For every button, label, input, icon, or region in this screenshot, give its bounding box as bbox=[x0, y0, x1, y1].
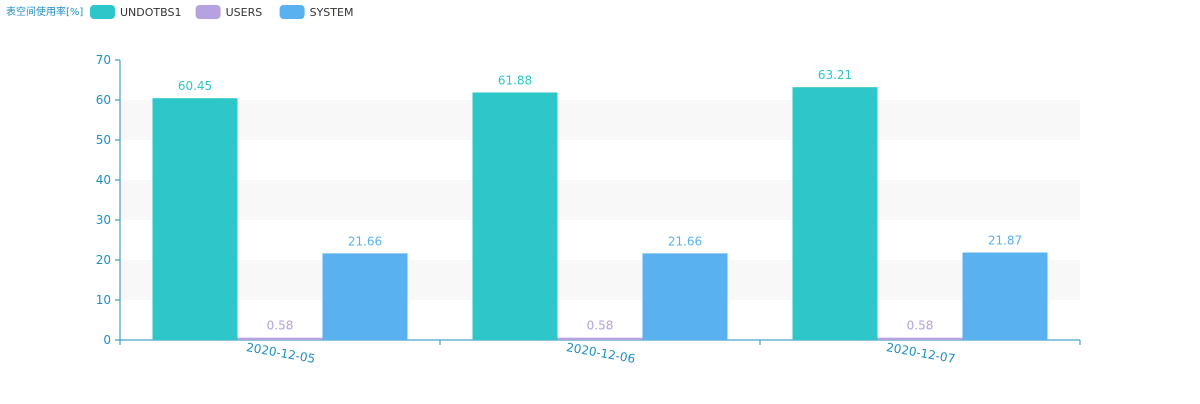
y-tick-label: 0 bbox=[103, 333, 111, 347]
y-tick-label: 60 bbox=[96, 93, 111, 107]
legend-swatch-undotbs1 bbox=[90, 5, 115, 19]
y-tick-label: 20 bbox=[96, 253, 111, 267]
legend-label: USERS bbox=[226, 6, 263, 19]
bar-undotbs1 bbox=[792, 87, 878, 340]
data-label: 21.66 bbox=[668, 234, 702, 248]
bar-undotbs1 bbox=[152, 98, 238, 340]
bar-system bbox=[962, 252, 1048, 340]
bar-users bbox=[557, 337, 643, 340]
bar-system bbox=[642, 253, 728, 340]
bar-undotbs1 bbox=[472, 92, 558, 340]
data-label: 63.21 bbox=[818, 68, 852, 82]
y-tick-label: 40 bbox=[96, 173, 111, 187]
y-tick-label: 50 bbox=[96, 133, 111, 147]
bar-system bbox=[322, 253, 408, 340]
grid-band bbox=[120, 180, 1080, 220]
bar-users bbox=[237, 337, 323, 340]
data-label: 61.88 bbox=[498, 73, 532, 87]
legend-swatch-system bbox=[279, 5, 305, 19]
y-tick-label: 30 bbox=[96, 213, 111, 227]
grid-band bbox=[120, 100, 1080, 140]
data-label: 21.66 bbox=[348, 234, 382, 248]
y-tick-label: 10 bbox=[96, 293, 111, 307]
legend-label: SYSTEM bbox=[310, 6, 354, 19]
grid-band bbox=[120, 260, 1080, 300]
data-label: 0.58 bbox=[267, 319, 294, 333]
x-tick-label: 2020-12-06 bbox=[565, 340, 636, 366]
chart-title: 表空间使用率[%] bbox=[6, 5, 83, 18]
data-label: 60.45 bbox=[178, 79, 212, 93]
bar-users bbox=[877, 337, 963, 340]
x-tick-label: 2020-12-07 bbox=[885, 340, 956, 366]
data-label: 21.87 bbox=[988, 234, 1022, 248]
x-tick-label: 2020-12-05 bbox=[245, 340, 316, 366]
data-label: 0.58 bbox=[907, 319, 934, 333]
y-tick-label: 70 bbox=[96, 53, 111, 67]
legend-swatch-users bbox=[195, 5, 221, 19]
data-label: 0.58 bbox=[587, 319, 614, 333]
legend-label: UNDOTBS1 bbox=[120, 6, 181, 19]
